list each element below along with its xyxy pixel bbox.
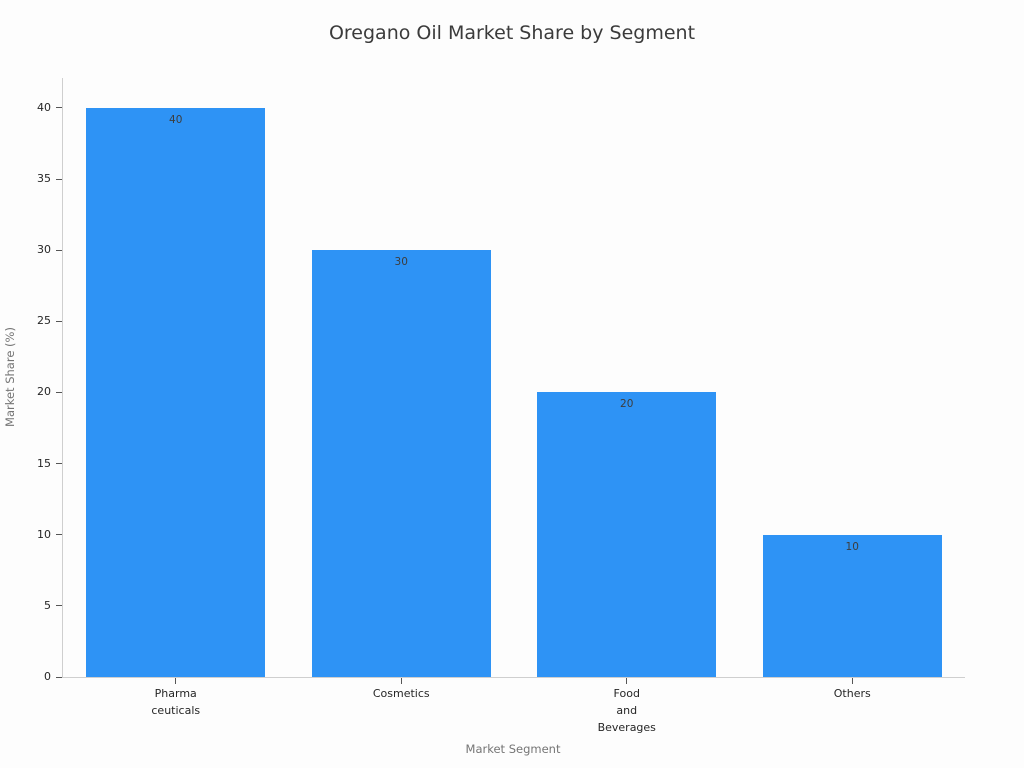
bar: [762, 534, 942, 677]
x-axis-tick: [851, 678, 853, 684]
x-axis-tick-label: Food and Beverages: [514, 685, 740, 736]
y-axis-tick-label: 30: [37, 243, 51, 257]
x-axis-tick-label: Others: [740, 685, 966, 702]
x-axis-tick: [175, 678, 177, 684]
x-axis-tick-label: Cosmetics: [289, 685, 515, 702]
y-axis-tick: [56, 178, 62, 180]
x-axis-tick-label-line: Pharma: [154, 687, 197, 700]
x-axis-tick: [626, 678, 628, 684]
x-axis-tick-label-line: Cosmetics: [372, 687, 430, 700]
bar-value-label: 10: [845, 540, 859, 553]
x-axis-tick-label-line: Food: [613, 687, 640, 700]
bar-value-label: 40: [169, 113, 183, 126]
y-axis-tick-label: 40: [37, 100, 51, 114]
plot-area: 0 5 10 15 20 25 30 35 40 40 Pharma ceuticals 30 Cosme…: [37, 78, 965, 734]
y-axis-tick-label: 35: [37, 172, 51, 186]
y-axis-tick: [56, 676, 62, 678]
y-axis-tick: [56, 391, 62, 393]
y-axis-tick: [56, 534, 62, 536]
y-axis-tick: [56, 463, 62, 465]
y-axis-tick: [56, 605, 62, 607]
x-axis-tick: [400, 678, 402, 684]
y-axis-tick: [56, 320, 62, 322]
y-axis-tick-label: 0: [44, 670, 51, 683]
y-axis-label: Market Share (%): [3, 327, 17, 427]
bar: [311, 250, 491, 677]
bar-value-label: 30: [394, 256, 408, 269]
y-axis-tick: [56, 249, 62, 251]
bar-value-label: 20: [620, 398, 634, 411]
x-axis-tick-label: Pharma ceuticals: [63, 685, 289, 719]
bar: [537, 392, 717, 677]
bar: [86, 107, 266, 677]
y-axis-tick-label: 5: [44, 598, 51, 612]
x-axis-label: Market Segment: [465, 742, 561, 756]
x-axis-tick-label-line: and: [616, 704, 638, 717]
x-axis-tick-label-line: Beverages: [597, 721, 656, 734]
y-axis-tick: [56, 107, 62, 109]
chart-title: Oregano Oil Market Share by Segment: [328, 22, 696, 44]
y-axis-tick-label: 25: [37, 314, 51, 328]
y-axis-tick-label: 15: [37, 456, 51, 470]
y-axis-tick-label: 10: [37, 527, 51, 541]
y-axis-tick-label: 20: [37, 385, 51, 399]
x-axis-tick-label-line: Others: [833, 687, 871, 700]
x-axis-tick-label-line: ceuticals: [151, 704, 201, 717]
